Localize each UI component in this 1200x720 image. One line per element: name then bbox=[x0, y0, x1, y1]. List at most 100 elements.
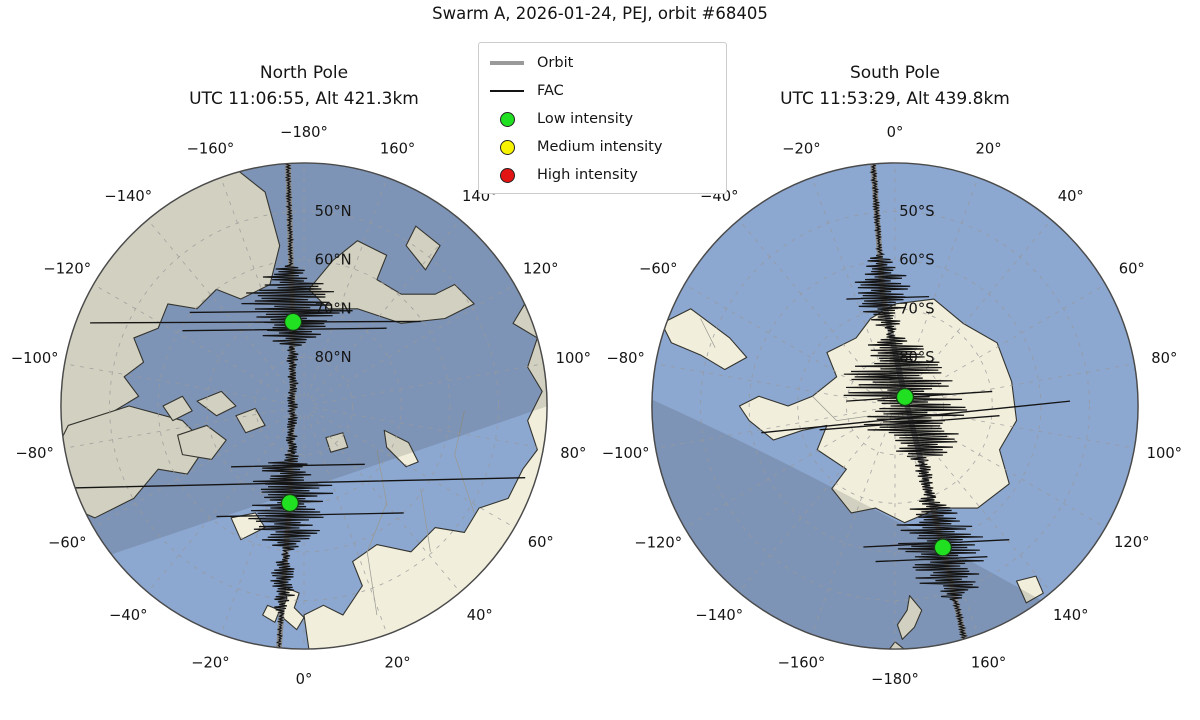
south-plot-title-line: South Pole bbox=[849, 63, 941, 83]
longitude-tick-label: 60° bbox=[528, 534, 554, 551]
longitude-tick-label: −180° bbox=[871, 671, 919, 688]
south-pole-map: 0° 20° 40° 60° 80° 100° 120° 140° 160° −180° −160°… bbox=[602, 124, 1182, 688]
longitude-tick-label: −60° bbox=[48, 534, 86, 551]
longitude-tick-label: 140° bbox=[1053, 607, 1088, 624]
north-pole-plot-title: North Pole UTC 11:06:55, Alt 421.3km bbox=[24, 60, 584, 112]
legend: Orbit FAC Low intensity Medium intensity Hig… bbox=[478, 42, 727, 194]
north-pole-map: −180°160°140°120°100°80°60°40°20°0°−20°−… bbox=[11, 124, 591, 688]
landmass bbox=[308, 240, 475, 324]
high-intensity-marker-swatch bbox=[489, 167, 525, 183]
longitude-tick-label: 60° bbox=[1119, 261, 1145, 278]
longitude-tick-label: −120° bbox=[634, 534, 682, 551]
landmass bbox=[60, 405, 208, 519]
country-border bbox=[420, 488, 431, 552]
latitude-tick-label: 60°N bbox=[315, 252, 352, 269]
landmass bbox=[235, 407, 266, 434]
longitude-tick-label: 120° bbox=[523, 261, 558, 278]
north-plot-subtitle-line: UTC 11:06:55, Alt 421.3km bbox=[189, 89, 419, 109]
latitude-tick-label: 50°S bbox=[899, 203, 934, 220]
legend-item-label: Medium intensity bbox=[537, 139, 663, 155]
landmass bbox=[60, 162, 281, 461]
map-boundary bbox=[651, 162, 1139, 650]
longitude-tick-label: −80° bbox=[606, 350, 644, 367]
longitude-tick-label: 20° bbox=[385, 654, 411, 671]
country-border bbox=[366, 449, 388, 616]
latitude-tick-label: 80°S bbox=[899, 349, 934, 366]
longitude-tick-label: 100° bbox=[556, 350, 591, 367]
south-pole-plot-title: South Pole UTC 11:53:29, Alt 439.8km bbox=[615, 60, 1175, 112]
low-intensity-marker bbox=[895, 387, 915, 407]
fac-trace bbox=[843, 162, 984, 650]
latitude-tick-label: 70°S bbox=[899, 300, 934, 317]
north-plot-title-line: North Pole bbox=[259, 63, 349, 83]
legend-item-label: FAC bbox=[537, 83, 564, 99]
legend-item-low-intensity: Low intensity bbox=[479, 105, 726, 133]
longitude-tick-label: −160° bbox=[187, 141, 235, 158]
longitude-tick-label: −120° bbox=[43, 261, 91, 278]
longitude-tick-label: 0° bbox=[887, 124, 904, 141]
landmass bbox=[162, 395, 193, 422]
latitude-tick-label: 50°N bbox=[315, 203, 352, 220]
latitude-tick-label: 70°N bbox=[315, 300, 352, 317]
country-border bbox=[812, 396, 871, 421]
south-plot-subtitle-line: UTC 11:53:29, Alt 439.8km bbox=[780, 89, 1010, 109]
landmass bbox=[262, 604, 281, 623]
latitude-tick-labels: 50°S 60°S 70°S 80°S bbox=[899, 203, 934, 366]
country-border bbox=[700, 318, 716, 348]
landmass bbox=[1015, 575, 1044, 604]
legend-item-label: High intensity bbox=[537, 167, 638, 183]
low-intensity-marker bbox=[933, 538, 953, 557]
longitude-tick-label: −60° bbox=[639, 261, 677, 278]
longitude-tick-label: 20° bbox=[976, 141, 1002, 158]
map-boundary bbox=[60, 162, 548, 650]
map-area bbox=[651, 162, 1139, 650]
landmass bbox=[230, 512, 266, 541]
latitude-tick-label: 80°N bbox=[315, 349, 352, 366]
landmass bbox=[661, 308, 748, 371]
landmass bbox=[896, 595, 923, 640]
longitude-tick-label: −40° bbox=[109, 607, 147, 624]
landmass bbox=[383, 429, 419, 468]
legend-item-fac: FAC bbox=[479, 77, 726, 105]
longitude-tick-label: −100° bbox=[11, 350, 59, 367]
latitude-tick-labels: 50°N 60°N 70°N 80°N bbox=[315, 203, 352, 366]
longitude-tick-label: −140° bbox=[695, 607, 743, 624]
legend-item-high-intensity: High intensity bbox=[479, 161, 726, 189]
longitude-tick-labels: −180°160°140°120°100°80°60°40°20°0°−20°−… bbox=[11, 124, 591, 688]
low-intensity-marker-swatch bbox=[489, 111, 525, 127]
legend-item-label: Low intensity bbox=[537, 111, 634, 127]
longitude-tick-label: 0° bbox=[296, 671, 313, 688]
longitude-tick-label: 80° bbox=[1151, 350, 1177, 367]
latitude-tick-label: 60°S bbox=[899, 252, 934, 269]
fac-trace bbox=[241, 162, 342, 650]
landmass bbox=[177, 424, 227, 461]
longitude-tick-label: 160° bbox=[971, 654, 1006, 671]
longitude-tick-label: 120° bbox=[1114, 534, 1149, 551]
longitude-tick-label: −100° bbox=[602, 445, 650, 462]
longitude-tick-label: 80° bbox=[560, 445, 586, 462]
longitude-tick-label: −160° bbox=[778, 654, 826, 671]
medium-intensity-marker-swatch bbox=[489, 139, 525, 155]
orbit-line-swatch bbox=[489, 61, 525, 65]
landmass bbox=[303, 259, 548, 650]
fac-spikes bbox=[60, 310, 526, 518]
low-intensity-marker bbox=[283, 312, 303, 332]
legend-item-medium-intensity: Medium intensity bbox=[479, 133, 726, 161]
longitude-tick-label: −80° bbox=[15, 445, 53, 462]
legend-item-orbit: Orbit bbox=[479, 49, 726, 77]
longitude-tick-label: −20° bbox=[191, 654, 229, 671]
legend-item-label: Orbit bbox=[537, 55, 574, 71]
longitude-tick-label: −20° bbox=[782, 141, 820, 158]
longitude-tick-label: −180° bbox=[280, 124, 328, 141]
longitude-tick-label: 40° bbox=[467, 607, 493, 624]
longitude-tick-label: 160° bbox=[380, 141, 415, 158]
low-intensity-marker bbox=[280, 493, 300, 513]
figure-title: Swarm A, 2026-01-24, PEJ, orbit #68405 bbox=[432, 4, 768, 23]
longitude-tick-label: 100° bbox=[1147, 445, 1182, 462]
longitude-tick-label: 40° bbox=[1058, 188, 1084, 205]
longitude-tick-label: −140° bbox=[104, 188, 152, 205]
fac-spikes bbox=[761, 295, 1071, 563]
landmass bbox=[405, 225, 441, 271]
fac-line-swatch bbox=[489, 90, 525, 92]
